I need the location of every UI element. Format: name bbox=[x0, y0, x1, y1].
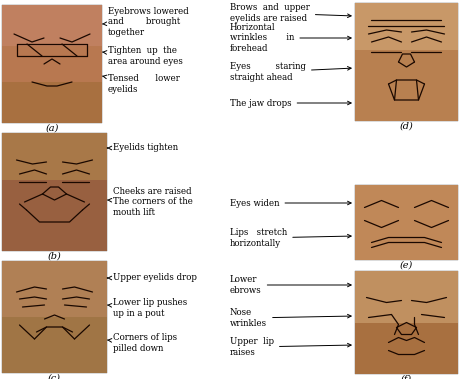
Bar bbox=[354, 3, 457, 121]
Bar bbox=[2, 261, 107, 317]
Text: Upper eyelids drop: Upper eyelids drop bbox=[107, 274, 196, 282]
Bar bbox=[2, 5, 102, 123]
Text: Upper  lip
raises: Upper lip raises bbox=[230, 337, 350, 357]
Text: Lower
ebrows: Lower ebrows bbox=[230, 275, 350, 295]
Text: Eyes         staring
straight ahead: Eyes staring straight ahead bbox=[230, 62, 350, 82]
Text: (c): (c) bbox=[48, 374, 61, 379]
Text: (d): (d) bbox=[399, 122, 413, 131]
Text: Horizontal
wrinkles       in
forehead: Horizontal wrinkles in forehead bbox=[230, 23, 350, 53]
Bar bbox=[354, 50, 457, 121]
Text: Lips   stretch
horizontally: Lips stretch horizontally bbox=[230, 228, 350, 248]
Bar bbox=[2, 133, 107, 251]
Bar bbox=[2, 133, 107, 180]
Bar bbox=[354, 271, 457, 374]
Bar bbox=[2, 82, 102, 123]
Text: Corners of lips
pilled down: Corners of lips pilled down bbox=[107, 333, 177, 353]
Bar bbox=[2, 5, 102, 46]
Text: Nose
wrinkles: Nose wrinkles bbox=[230, 308, 350, 328]
Text: Tensed      lower
eyelids: Tensed lower eyelids bbox=[102, 74, 179, 94]
Text: The jaw drops: The jaw drops bbox=[230, 99, 350, 108]
Bar bbox=[354, 185, 457, 260]
Text: Eyelids tighten: Eyelids tighten bbox=[107, 144, 178, 152]
Bar bbox=[2, 46, 102, 82]
Text: Brows  and  upper
eyelids are raised: Brows and upper eyelids are raised bbox=[230, 3, 350, 23]
Text: Eyebrows lowered
and        brought
together: Eyebrows lowered and brought together bbox=[102, 7, 188, 37]
Text: (e): (e) bbox=[399, 261, 412, 270]
Bar bbox=[354, 185, 457, 260]
Bar bbox=[354, 271, 457, 323]
Text: (a): (a) bbox=[45, 124, 59, 133]
Text: Cheeks are raised
The corners of the
mouth lift: Cheeks are raised The corners of the mou… bbox=[107, 187, 192, 217]
Bar bbox=[2, 180, 107, 251]
Text: Lower lip pushes
up in a pout: Lower lip pushes up in a pout bbox=[107, 298, 187, 318]
Text: (f): (f) bbox=[400, 375, 411, 379]
Text: (b): (b) bbox=[48, 252, 61, 261]
Text: Eyes widen: Eyes widen bbox=[230, 199, 350, 207]
Bar bbox=[354, 323, 457, 374]
Bar bbox=[354, 3, 457, 50]
Bar bbox=[2, 261, 107, 373]
Text: Tighten  up  the
area around eyes: Tighten up the area around eyes bbox=[102, 46, 183, 66]
Bar bbox=[2, 317, 107, 373]
